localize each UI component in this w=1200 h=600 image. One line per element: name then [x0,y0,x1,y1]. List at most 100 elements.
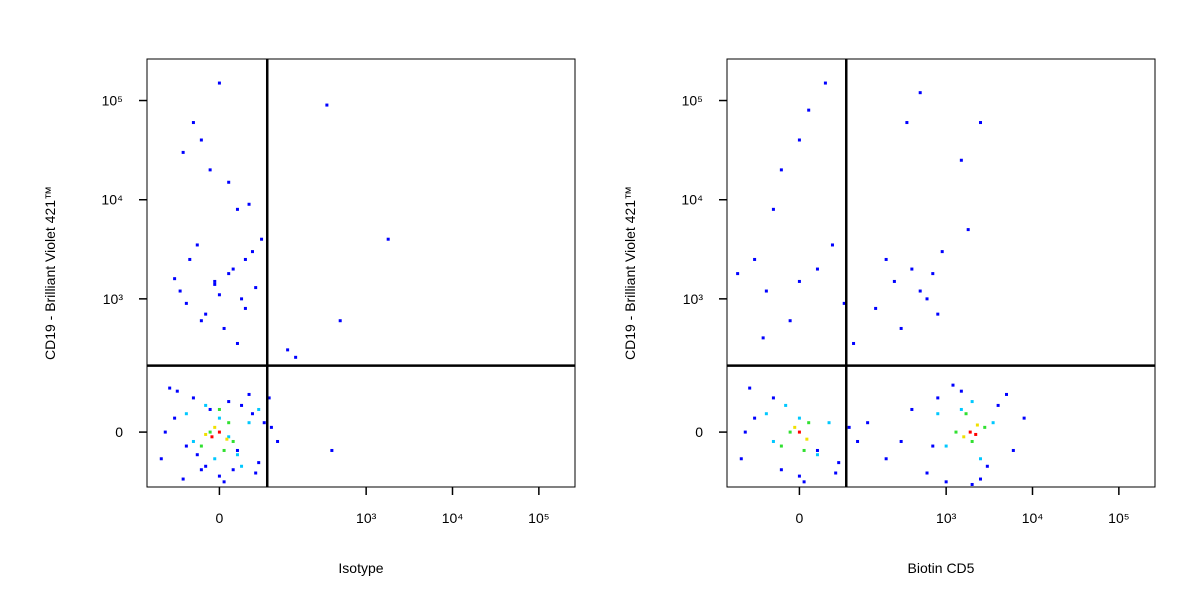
event-dot [964,412,968,416]
event-dot [771,396,775,400]
event-dot [940,250,944,254]
event-dot [823,81,827,85]
event-dot [227,400,231,404]
event-dot [286,348,290,352]
event-dot [761,336,765,340]
y-tick-label: 10⁵ [682,93,703,109]
event-dot [959,407,963,411]
event-dot [247,392,251,396]
event-dot [243,257,247,261]
event-dot [195,243,199,247]
event-dot [240,403,244,407]
event-dot [235,448,239,452]
event-dot [159,457,163,461]
event-dot [208,168,212,172]
event-dot [910,267,914,271]
event-dot [793,425,797,429]
event-dot [802,480,806,484]
event-dot [951,383,955,387]
y-axis-label: CD19 - Brilliant Violet 421™ [42,186,58,360]
event-dot [227,272,231,276]
event-dot [970,482,974,486]
event-dot [779,468,783,472]
event-dot [771,439,775,443]
event-dot [797,474,801,478]
event-dot [736,272,740,276]
event-dot [931,272,935,276]
event-dot [225,437,229,441]
event-dot [936,396,940,400]
event-dot [191,439,195,443]
x-tick-label: 10³ [356,510,377,526]
event-dot [188,257,192,261]
event-dot [199,138,203,142]
x-axis-label: Biotin CD5 [908,560,975,576]
event-dot [852,341,856,345]
event-dot [260,237,264,241]
event-dot [262,421,266,425]
event-dot [925,471,929,475]
y-axis-label: CD19 - Brilliant Violet 421™ [622,186,638,360]
event-dot [954,430,958,434]
event-dot [771,207,775,211]
event-dot [181,150,185,154]
event-dot [235,341,239,345]
event-dot [797,430,801,434]
event-dot [983,425,987,429]
event-dot [899,439,903,443]
y-tick-label: 0 [695,424,703,440]
event-dot [227,421,231,425]
event-dot [222,326,226,330]
event-dot [222,448,226,452]
event-dot [231,267,235,271]
event-dot [936,312,940,316]
event-dot [204,403,208,407]
x-tick-label: 0 [216,510,224,526]
event-dot [944,480,948,484]
event-dot [294,355,298,359]
event-dot [222,480,226,484]
event-dot [884,257,888,261]
event-dot [830,243,834,247]
event-dot [184,412,188,416]
event-dot [191,121,195,125]
event-dot [788,319,792,323]
event-dot [247,421,251,425]
event-dot [968,430,972,434]
event-dot [217,81,221,85]
event-dot [797,416,801,420]
event-dot [784,403,788,407]
event-dot [975,423,979,427]
event-dot [985,464,989,468]
event-dot [181,477,185,481]
event-dot [892,279,896,283]
event-dot [974,432,978,436]
event-dot [1005,392,1008,396]
event-dot [213,457,217,461]
event-dot [764,289,768,293]
event-dot [874,306,878,310]
event-dot [195,453,199,457]
event-dot [217,430,221,434]
event-dot [217,416,221,420]
event-dot [936,412,940,416]
event-dot [962,435,966,439]
event-dot [802,448,806,452]
event-dot [918,289,922,293]
event-dot [918,91,922,95]
event-dot [797,279,801,283]
event-dot [250,250,254,254]
event-dot [235,453,239,457]
event-dot [753,257,757,261]
event-dot [243,306,247,310]
event-dot [257,461,261,465]
event-dot [199,468,203,472]
event-dot [797,138,801,142]
event-dot [208,430,212,434]
event-dot [184,301,188,305]
event-dot [204,464,208,468]
event-dot [227,180,231,184]
event-dot [834,471,838,475]
x-tick-label: 10⁵ [528,510,549,526]
